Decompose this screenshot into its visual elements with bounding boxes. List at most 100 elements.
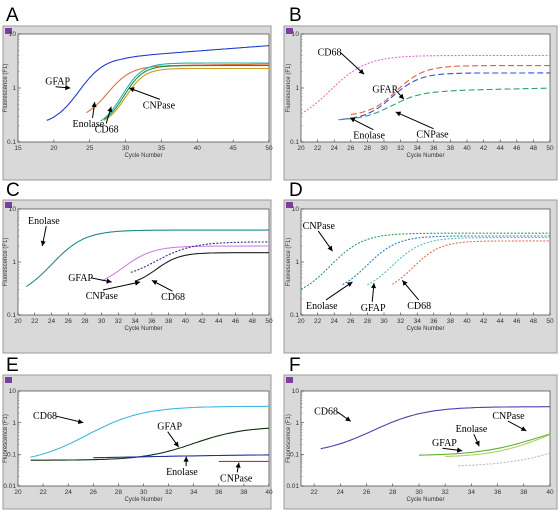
callout-arrowhead bbox=[40, 240, 46, 246]
x-tick-label: 22 bbox=[310, 489, 318, 496]
x-tick-label: 32 bbox=[115, 318, 123, 325]
series-line-cd68 bbox=[30, 405, 269, 458]
callout-label: GFAP bbox=[45, 77, 70, 88]
x-tick-label: 34 bbox=[414, 318, 422, 325]
x-tick-label: 20 bbox=[14, 489, 22, 496]
callout-arrowhead bbox=[402, 280, 408, 286]
panel-c: C 0.1 1 10 20 22 24 26 28 30 32 34 36 38 40 42 44 46 48 50 C… bbox=[2, 180, 273, 354]
callout-arrowhead bbox=[235, 462, 241, 468]
x-tick-label: 20 bbox=[297, 145, 305, 152]
x-tick-label: 48 bbox=[249, 318, 257, 325]
x-tick-label: 28 bbox=[364, 145, 372, 152]
x-tick-label: 30 bbox=[98, 318, 106, 325]
x-tick-label: 42 bbox=[480, 145, 488, 152]
x-tick-label: 24 bbox=[337, 489, 345, 496]
series-line-enolase bbox=[445, 434, 551, 458]
x-tick-label: 45 bbox=[230, 145, 238, 152]
x-tick-label: 36 bbox=[215, 489, 223, 496]
app-logo-icon bbox=[5, 377, 12, 383]
series-line-gfap bbox=[101, 245, 269, 282]
series-line bbox=[342, 72, 550, 120]
callout-arrow bbox=[325, 281, 353, 301]
x-tick-label: 26 bbox=[363, 489, 371, 496]
series-line-gfap bbox=[367, 236, 550, 286]
callout-label: CD68 bbox=[407, 301, 431, 312]
x-tick-label: 48 bbox=[530, 145, 538, 152]
x-tick-label: 25 bbox=[86, 145, 94, 152]
y-tick-label: 0.1 bbox=[290, 312, 299, 319]
x-tick-label: 28 bbox=[364, 318, 372, 325]
callout-label: Enolase bbox=[456, 424, 488, 435]
callout-arrowhead bbox=[129, 87, 135, 93]
callout-arrowhead bbox=[65, 85, 71, 91]
series-line-cd68 bbox=[134, 252, 269, 282]
panel-letter: E bbox=[6, 355, 19, 376]
y-axis-title: Fluorescence (F1) bbox=[3, 64, 9, 113]
callout-label: CD68 bbox=[318, 47, 342, 58]
x-tick-label: 22 bbox=[314, 318, 322, 325]
x-tick-label: 44 bbox=[215, 318, 223, 325]
x-tick-label: 48 bbox=[530, 318, 538, 325]
x-tick-label: 30 bbox=[415, 489, 423, 496]
x-tick-label: 40 bbox=[546, 489, 554, 496]
panel-letter: D bbox=[289, 180, 303, 201]
callout-arrow bbox=[395, 111, 434, 130]
x-tick-label: 28 bbox=[389, 489, 397, 496]
x-tick-label: 36 bbox=[430, 318, 438, 325]
x-tick-label: 26 bbox=[65, 318, 73, 325]
x-tick-label: 40 bbox=[463, 145, 471, 152]
panel-letter: F bbox=[289, 355, 301, 376]
y-axis-title: Fluorescence (F1) bbox=[3, 238, 9, 287]
x-tick-label: 50 bbox=[265, 145, 273, 152]
panel-a: A 0.1 1 10 15 20 25 30 35 40 45 50 Cycle Number Fluor… bbox=[2, 5, 273, 181]
x-tick-label: 32 bbox=[397, 145, 405, 152]
x-tick-label: 38 bbox=[447, 318, 455, 325]
x-tick-label: 22 bbox=[314, 145, 322, 152]
y-tick-label: 10 bbox=[9, 31, 17, 38]
callout-label: CD68 bbox=[95, 124, 119, 135]
callout-arrowhead bbox=[327, 245, 333, 252]
y-tick-label: 1 bbox=[12, 420, 16, 427]
plot-area bbox=[17, 208, 270, 316]
x-tick-label: 35 bbox=[158, 145, 166, 152]
callout-label: CD68 bbox=[33, 411, 57, 422]
x-tick-label: 36 bbox=[430, 145, 438, 152]
y-tick-label: 0.01 bbox=[286, 483, 299, 490]
callout-arrowhead bbox=[371, 283, 377, 289]
series-line-enolase bbox=[26, 229, 269, 287]
y-axis-title: Fluorescence (F1) bbox=[286, 64, 292, 113]
x-axis-title: Cycle Number bbox=[406, 326, 444, 332]
callout-arrowhead bbox=[106, 278, 112, 284]
x-tick-label: 40 bbox=[463, 318, 471, 325]
x-tick-label: 15 bbox=[14, 145, 22, 152]
series-line-cnpase bbox=[130, 241, 269, 273]
x-tick-label: 40 bbox=[182, 318, 190, 325]
app-logo-icon bbox=[286, 202, 293, 208]
x-tick-label: 26 bbox=[347, 318, 355, 325]
x-tick-label: 42 bbox=[480, 318, 488, 325]
y-tick-label: 10 bbox=[292, 31, 300, 38]
app-logo-icon bbox=[286, 377, 293, 383]
x-axis-title: Cycle Number bbox=[124, 326, 162, 332]
y-tick-label: 10 bbox=[9, 388, 17, 395]
callout-arrow bbox=[128, 87, 161, 100]
callout-arrowhead bbox=[474, 440, 480, 447]
callout-arrow bbox=[102, 281, 141, 291]
callout-label: GFAP bbox=[68, 273, 93, 284]
x-tick-label: 24 bbox=[331, 318, 339, 325]
series-line-cnpase bbox=[300, 232, 550, 290]
series-line-enolase bbox=[93, 454, 269, 459]
callout-label: CNPase bbox=[143, 100, 176, 111]
x-tick-label: 44 bbox=[497, 318, 505, 325]
callout-label: GFAP bbox=[157, 422, 182, 433]
callout-arrowhead bbox=[398, 93, 404, 100]
x-tick-label: 26 bbox=[90, 489, 98, 496]
callout-label: CNPase bbox=[416, 130, 449, 141]
x-tick-label: 32 bbox=[397, 318, 405, 325]
callout-arrowhead bbox=[346, 282, 353, 287]
callout-label: CD68 bbox=[314, 407, 338, 418]
y-axis-title: Fluorescence (F1) bbox=[3, 414, 9, 463]
app-logo-icon bbox=[5, 28, 12, 34]
callout-arrowhead bbox=[173, 441, 179, 447]
